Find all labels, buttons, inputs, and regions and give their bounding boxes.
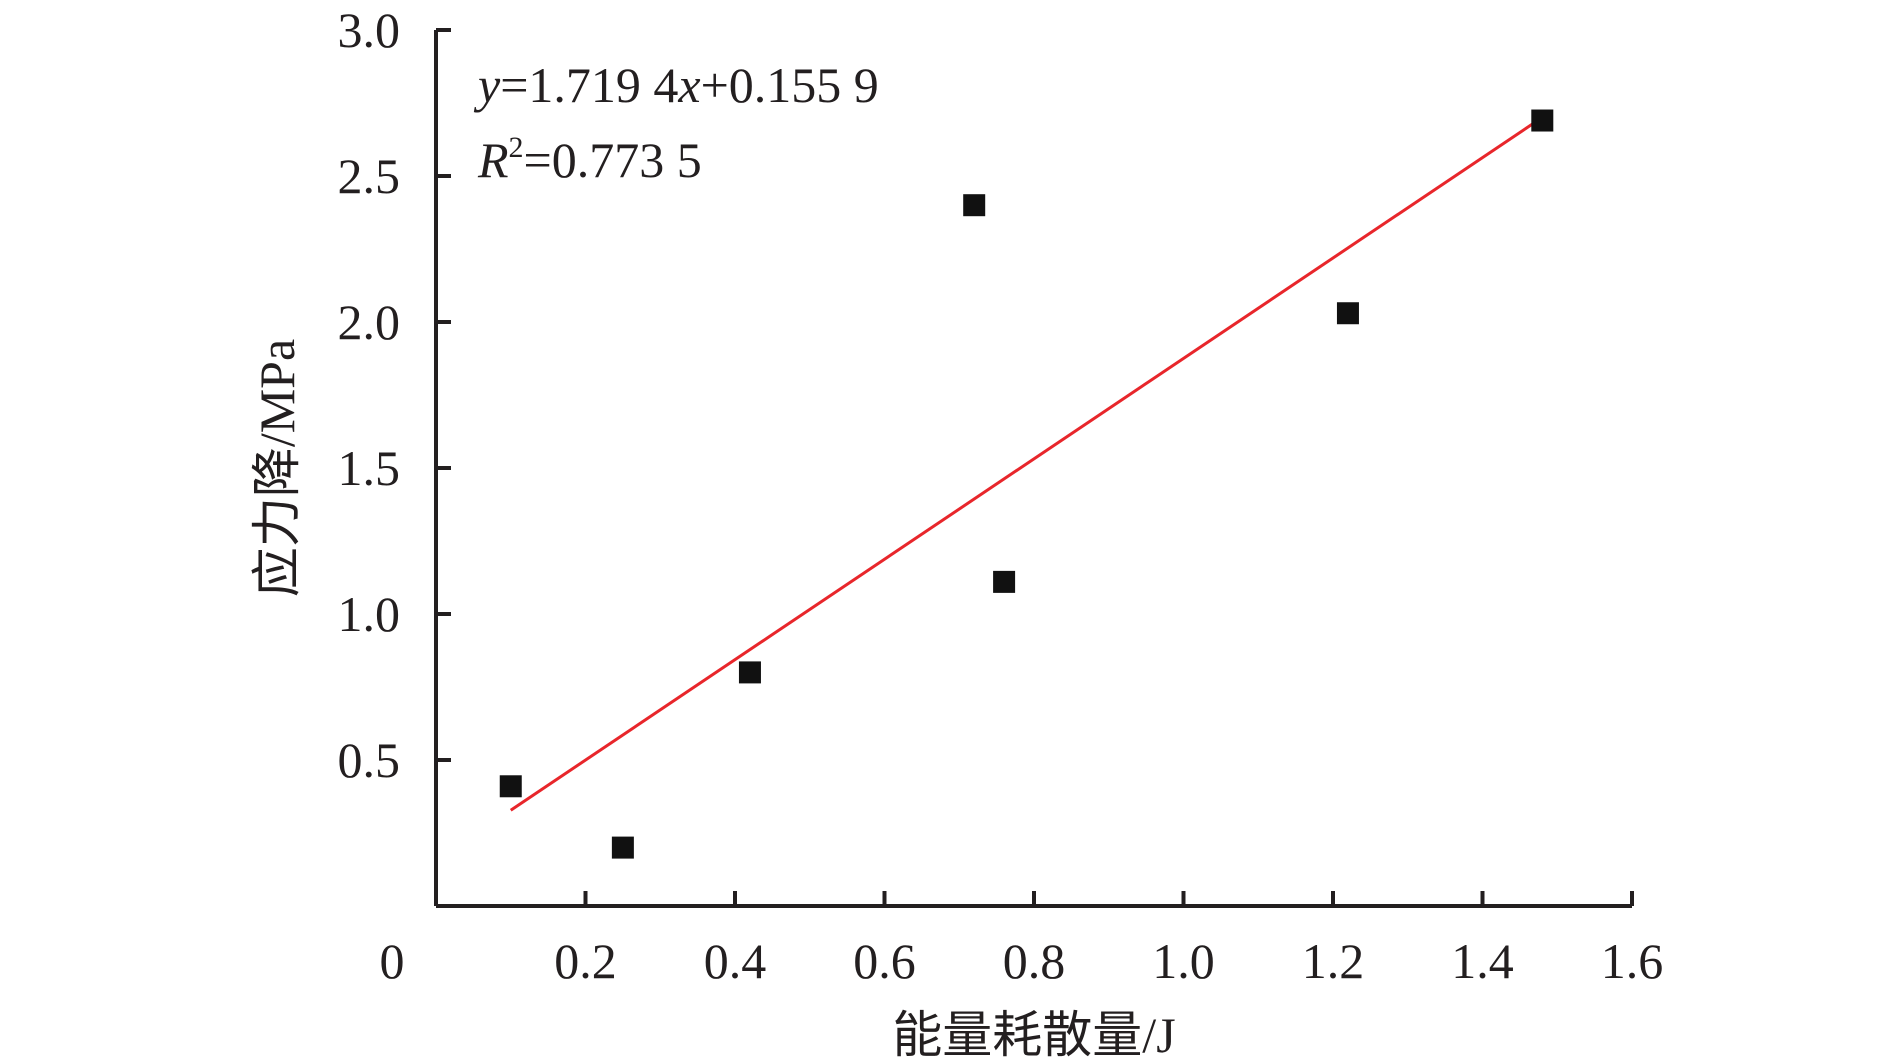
- data-points: [499, 109, 1554, 859]
- data-point: [963, 194, 986, 217]
- data-point: [738, 661, 761, 684]
- r-squared-label: R2=0.773 5: [477, 131, 702, 188]
- y-tick-label: 3.0: [338, 2, 401, 58]
- equation-intercept: +0.155 9: [701, 57, 879, 113]
- x-tick-label: 0.6: [853, 933, 916, 989]
- x-ticks: 0.2 0.4 0.6 0.8 1.0 1.2 1.4 1.6: [554, 891, 1663, 989]
- regression-equation: y=1.719 4x+0.155 9: [473, 57, 879, 113]
- y-ticks: 0.5 1.0 1.5 2.0 2.5 3.0: [338, 2, 451, 788]
- regression-line: [509, 116, 1544, 812]
- r-squared-value: =0.773 5: [524, 132, 702, 188]
- y-tick-label: 2.0: [338, 294, 401, 350]
- x-tick-label: 0.4: [704, 933, 767, 989]
- x-tick-label: 1.2: [1302, 933, 1365, 989]
- data-point: [611, 836, 634, 859]
- data-point: [1336, 302, 1359, 325]
- y-tick-label: 1.0: [338, 586, 401, 642]
- r-squared-sup: 2: [509, 131, 524, 164]
- origin-tick-label: 0: [380, 933, 405, 989]
- y-axis-title: 应力降/MPa: [249, 339, 305, 597]
- x-tick-label: 1.4: [1451, 933, 1514, 989]
- data-point: [499, 775, 522, 798]
- x-tick-label: 1.6: [1601, 933, 1664, 989]
- x-axis-title: 能量耗散量/J: [892, 1007, 1175, 1063]
- x-tick-label: 0.8: [1003, 933, 1066, 989]
- data-point: [1531, 109, 1554, 132]
- x-tick-label: 0.2: [554, 933, 617, 989]
- equation-y-var: y: [473, 57, 501, 113]
- y-tick-label: 0.5: [338, 732, 401, 788]
- r-squared-var: R: [477, 132, 509, 188]
- x-tick-label: 1.0: [1152, 933, 1215, 989]
- data-point: [993, 570, 1016, 593]
- y-tick-label: 2.5: [338, 148, 401, 204]
- equation-x-var: x: [677, 57, 700, 113]
- equation-coefficient: =1.719 4: [500, 57, 678, 113]
- y-tick-label: 1.5: [338, 440, 401, 496]
